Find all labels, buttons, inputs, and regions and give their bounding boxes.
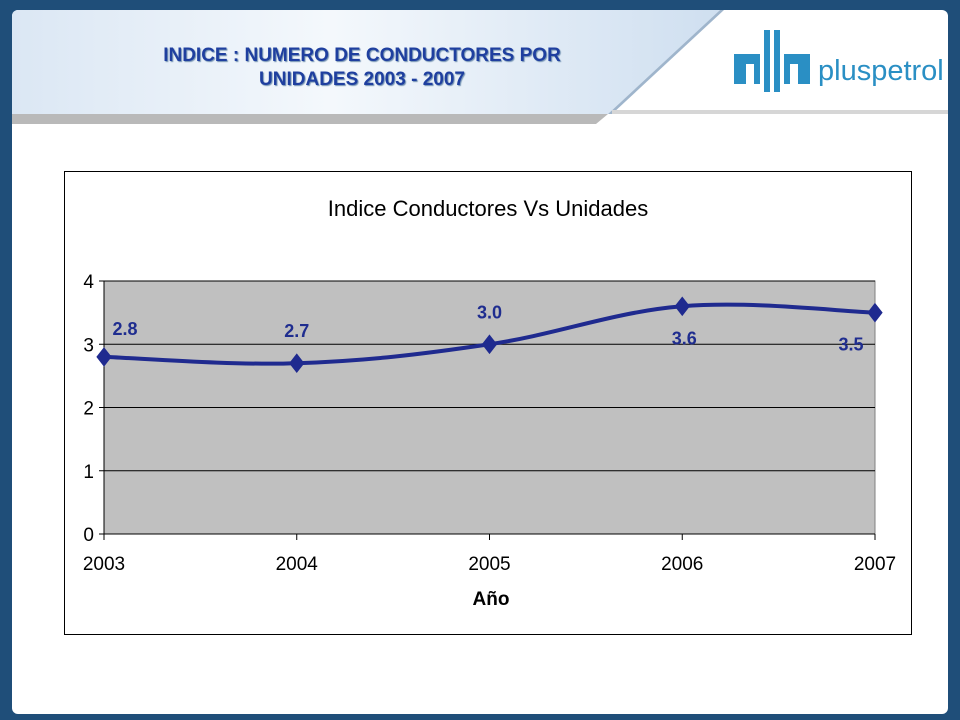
- data-point-marker: [289, 353, 305, 374]
- data-labels: 2.8 2.7 3.0 3.6 3.5: [112, 302, 863, 354]
- y-tick-label: 4: [83, 272, 94, 293]
- slide-title-line2: UNIDADES 2003 - 2007: [259, 69, 465, 90]
- data-label: 3.6: [672, 328, 697, 348]
- slide: INDICE : NUMERO DE CONDUCTORES POR UNIDA…: [12, 10, 948, 714]
- chart-frame: Indice Conductores Vs Unidades 0 1 2 3 4 2003…: [64, 171, 912, 635]
- pluspetrol-logo: pluspetrol: [734, 30, 944, 92]
- data-label: 3.5: [838, 335, 863, 355]
- y-tick-label: 0: [83, 525, 94, 546]
- series-layer: [96, 296, 883, 374]
- slide-title-line1: INDICE : NUMERO DE CONDUCTORES POR: [163, 45, 561, 66]
- x-tick-label: 2006: [661, 554, 703, 575]
- y-tick-label: 2: [83, 399, 94, 420]
- logo-text: pluspetrol: [818, 55, 944, 87]
- data-point-marker: [481, 334, 498, 355]
- x-tick-label: 2007: [854, 554, 896, 575]
- gridlines: [104, 280, 875, 472]
- data-point-marker: [96, 347, 112, 367]
- x-tick-label: 2004: [276, 554, 319, 575]
- y-tick-label: 3: [83, 335, 94, 356]
- axes: 0 1 2 3 4 2003 2004 2005 2006 2007: [83, 272, 896, 575]
- header-band: [12, 10, 948, 124]
- data-label: 2.8: [112, 319, 137, 339]
- data-point-marker: [867, 302, 883, 323]
- chart-title: Indice Conductores Vs Unidades: [328, 196, 648, 221]
- line-chart: Indice Conductores Vs Unidades 0 1 2 3 4 2003…: [83, 196, 896, 610]
- x-tick-label: 2005: [468, 554, 510, 575]
- data-label: 2.7: [284, 321, 309, 341]
- x-axis-title: Año: [473, 589, 510, 610]
- x-tick-label: 2003: [83, 554, 125, 575]
- slide-title: INDICE : NUMERO DE CONDUCTORES POR UNIDA…: [52, 44, 672, 92]
- data-label: 3.0: [477, 302, 502, 322]
- y-tick-label: 1: [83, 462, 94, 483]
- data-point-marker: [674, 296, 690, 317]
